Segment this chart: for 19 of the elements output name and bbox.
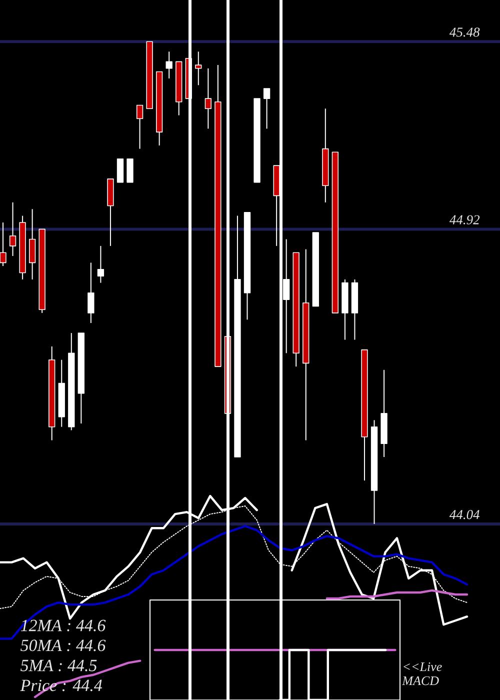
ref-line-label: 44.04 — [449, 510, 480, 520]
candlestick — [88, 262, 94, 324]
candlestick — [136, 104, 144, 150]
annotation: MACD — [402, 676, 439, 686]
candlestick — [9, 202, 16, 256]
candlestick — [0, 222, 6, 267]
candlestick — [126, 158, 134, 183]
candlestick — [97, 245, 104, 284]
candlestick — [204, 68, 212, 130]
candlestick — [166, 51, 172, 79]
ref-line-label: 45.48 — [449, 28, 480, 37]
candlestick — [116, 158, 124, 183]
candlestick — [195, 51, 202, 86]
annotation: 5MA : 44.5 — [20, 660, 97, 672]
candlestick — [263, 88, 270, 130]
ref-line-label: 44.92 — [449, 215, 480, 224]
candlestick — [28, 208, 36, 280]
annotation: <<Live — [404, 662, 442, 672]
annotation: 50MA : 44.6 — [20, 640, 106, 652]
